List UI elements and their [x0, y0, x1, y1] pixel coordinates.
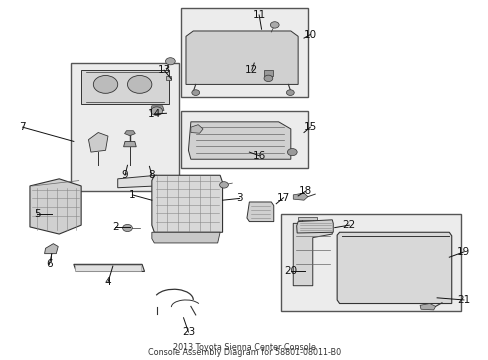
Text: 2013 Toyota Sienna Center Console: 2013 Toyota Sienna Center Console [173, 343, 315, 352]
Bar [281, 215, 461, 311]
Circle shape [93, 76, 118, 93]
Polygon shape [165, 76, 171, 80]
Polygon shape [293, 193, 307, 200]
Bar [344, 238, 444, 300]
Text: 11: 11 [252, 10, 265, 20]
Polygon shape [296, 220, 332, 233]
Circle shape [286, 90, 294, 95]
Text: 4: 4 [104, 277, 111, 287]
Bar [198, 38, 288, 77]
Polygon shape [152, 232, 220, 243]
Polygon shape [298, 217, 316, 220]
Polygon shape [123, 141, 136, 147]
Text: 13: 13 [157, 65, 170, 75]
Bar [71, 63, 178, 191]
Bar [181, 8, 307, 97]
Polygon shape [74, 264, 144, 271]
Circle shape [264, 75, 272, 82]
Text: Console Assembly Diagram for 58801-08011-B0: Console Assembly Diagram for 58801-08011… [148, 348, 340, 357]
Text: 10: 10 [303, 30, 316, 40]
Text: 21: 21 [456, 295, 469, 305]
Text: 3: 3 [236, 193, 243, 203]
Circle shape [270, 22, 279, 28]
Text: 12: 12 [244, 65, 258, 75]
Polygon shape [264, 70, 272, 76]
Polygon shape [118, 175, 157, 188]
Text: 19: 19 [456, 247, 469, 257]
Polygon shape [336, 232, 451, 303]
Text: 6: 6 [46, 259, 53, 269]
Text: 23: 23 [182, 327, 195, 337]
Text: 1: 1 [129, 190, 135, 200]
Polygon shape [293, 223, 331, 286]
Polygon shape [152, 175, 222, 232]
Circle shape [127, 76, 152, 93]
Circle shape [191, 90, 199, 95]
Circle shape [165, 58, 175, 65]
Polygon shape [81, 70, 168, 104]
Text: 14: 14 [147, 109, 161, 119]
Text: 5: 5 [34, 210, 41, 220]
Polygon shape [124, 131, 135, 136]
Text: 20: 20 [284, 266, 297, 276]
Text: 2: 2 [112, 222, 119, 232]
Circle shape [287, 149, 297, 156]
Text: 15: 15 [303, 122, 316, 132]
Text: 22: 22 [342, 220, 355, 230]
Text: 16: 16 [252, 151, 265, 161]
Text: 17: 17 [276, 193, 289, 203]
Polygon shape [190, 125, 203, 133]
Polygon shape [75, 265, 141, 271]
Polygon shape [185, 31, 298, 84]
Polygon shape [44, 244, 58, 254]
Polygon shape [419, 303, 435, 310]
Circle shape [122, 224, 132, 231]
Polygon shape [151, 106, 163, 111]
Circle shape [219, 182, 228, 188]
Text: 8: 8 [148, 170, 155, 180]
Text: 7: 7 [20, 122, 26, 132]
Polygon shape [30, 179, 81, 234]
Polygon shape [188, 122, 290, 159]
Text: 18: 18 [298, 186, 311, 196]
Text: 9: 9 [122, 170, 128, 180]
Bar [181, 111, 307, 168]
Polygon shape [246, 202, 273, 221]
Circle shape [151, 107, 162, 116]
Polygon shape [88, 132, 108, 152]
